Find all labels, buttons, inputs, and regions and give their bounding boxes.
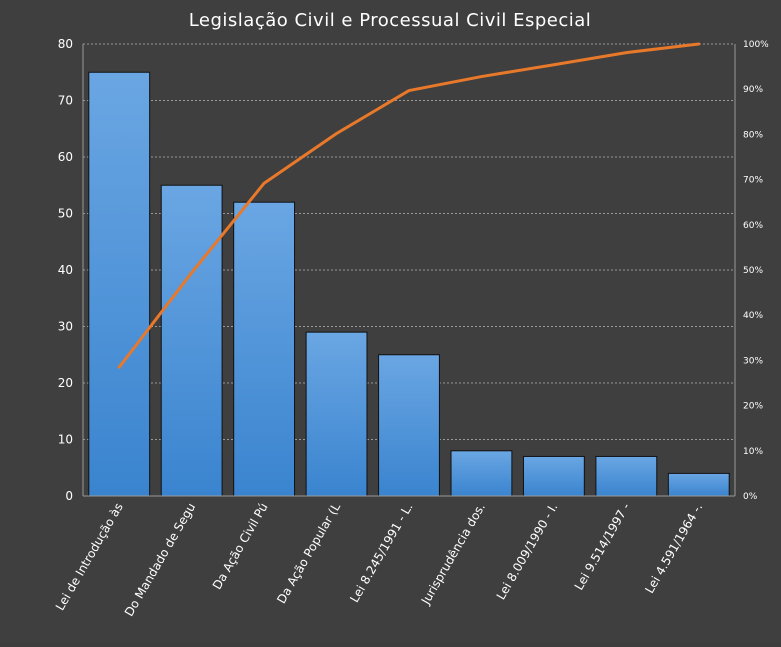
bar bbox=[233, 201, 296, 497]
y-tick-label: 60 bbox=[58, 150, 73, 164]
y-tick-label: 10 bbox=[58, 433, 73, 447]
y2-tick-label: 100% bbox=[743, 40, 769, 50]
bars bbox=[88, 71, 730, 497]
bar bbox=[667, 472, 730, 497]
y-tick-label: 20 bbox=[58, 376, 73, 390]
axes: 0 10 20 30 40 50 60 70 80 0% 10% 20% 30% 40% 50% 60% 70%… bbox=[53, 37, 769, 619]
y2-tick-label: 80% bbox=[743, 130, 763, 140]
y2-tick-label: 40% bbox=[743, 311, 763, 321]
y2-tick-label: 70% bbox=[743, 176, 763, 186]
x-tick-label: Da Ação Civil Pú bbox=[210, 501, 271, 592]
y-tick-label: 0 bbox=[65, 489, 73, 503]
x-tick-label: Lei 8.009/1990 - I. bbox=[494, 501, 561, 603]
x-tick-label: Lei 4.591/1964 -. bbox=[642, 501, 705, 596]
bar bbox=[378, 354, 440, 497]
y2-tick-label: 30% bbox=[743, 356, 763, 366]
y2-tick-label: 10% bbox=[743, 447, 763, 457]
y2-tick-label: 90% bbox=[743, 85, 763, 95]
bar bbox=[160, 184, 223, 497]
bar bbox=[450, 450, 513, 497]
y2-tick-label: 0% bbox=[743, 492, 758, 502]
cumulative-series-line bbox=[117, 42, 701, 369]
x-tick-label: Lei 9.514/1997 - bbox=[572, 501, 633, 593]
x-tick-label: Do Mandado de Segu bbox=[122, 501, 198, 619]
bar bbox=[522, 455, 585, 497]
x-tick-label: Jurisprudência dos. bbox=[418, 501, 488, 608]
y2-tick-label: 50% bbox=[743, 266, 763, 276]
x-tick-label: Da Ação Popular (L bbox=[274, 500, 343, 606]
bar bbox=[595, 455, 658, 497]
bar bbox=[88, 71, 151, 497]
y-tick-label: 80 bbox=[58, 37, 73, 51]
y2-tick-label: 60% bbox=[743, 221, 763, 231]
y-tick-label: 50 bbox=[58, 207, 73, 221]
chart-title: Legislação Civil e Processual Civil Espe… bbox=[189, 10, 592, 31]
x-tick-label: Lei 8.245/1991 - L. bbox=[347, 501, 415, 605]
y2-tick-label: 20% bbox=[743, 402, 763, 412]
bar bbox=[305, 331, 368, 497]
y-tick-label: 40 bbox=[58, 263, 73, 277]
y-tick-label: 70 bbox=[58, 94, 73, 108]
cumulative-line bbox=[117, 42, 701, 369]
y-tick-label: 30 bbox=[58, 320, 73, 334]
x-tick-label: Lei de Introdução às bbox=[53, 501, 126, 613]
